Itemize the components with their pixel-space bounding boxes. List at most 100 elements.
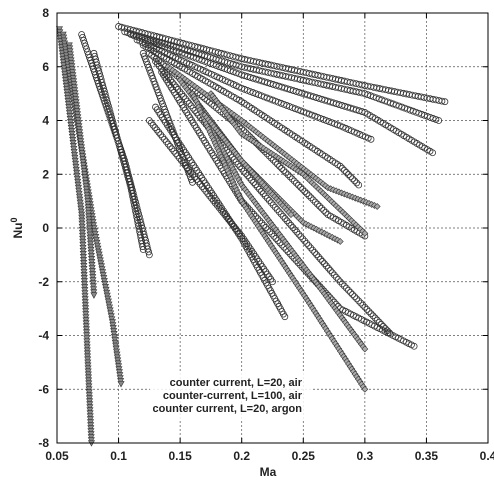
- data-point-circle: [196, 180, 204, 188]
- data-point-circle: [182, 95, 189, 103]
- data-point-circle: [291, 226, 299, 234]
- data-point-circle: [161, 69, 169, 77]
- data-point-circle: [274, 237, 282, 245]
- y-axis-label-group: Nu0: [9, 217, 25, 238]
- y-axis-label-main: Nu: [11, 223, 25, 239]
- data-point-circle: [305, 242, 313, 250]
- data-point-circle: [276, 162, 283, 170]
- data-point-circle: [139, 243, 147, 250]
- data-point-circle: [264, 226, 272, 234]
- data-point-circle: [292, 179, 300, 187]
- data-point-circle: [336, 278, 344, 286]
- data-point-circle: [311, 249, 319, 256]
- data-point-circle: [288, 175, 296, 183]
- data-point-circle: [268, 230, 276, 238]
- data-point-circle: [152, 57, 159, 65]
- data-point-circle: [280, 167, 288, 174]
- data-point-circle: [161, 135, 168, 143]
- y-tick-label: 0: [42, 221, 49, 235]
- data-point-circle: [227, 218, 234, 226]
- legend: counter current, L=20, air counter-curre…: [153, 377, 303, 415]
- x-tick-label: 0.35: [415, 449, 439, 463]
- data-point-circle: [248, 176, 255, 184]
- data-point-circle: [323, 262, 330, 270]
- data-point-circle: [204, 190, 212, 198]
- legend-label-series-3: counter current, L=20, argon: [153, 403, 303, 415]
- data-point-circle: [285, 219, 293, 227]
- data-point-circle: [359, 301, 367, 309]
- data-point-diamond: [361, 345, 369, 353]
- data-point-circle: [269, 278, 276, 286]
- axis-ticks: 0.05 0.1 0.15 0.2 0.25 0.3 0.35 0.4 -8 -6 -4 -2 0 2 4 6…: [38, 6, 494, 463]
- y-axis-label-superscript: 0: [9, 217, 19, 222]
- data-point-circle: [258, 188, 265, 195]
- data-point-circle: [316, 202, 323, 210]
- data-point-circle: [206, 192, 214, 200]
- data-point-circle: [139, 246, 147, 253]
- data-point-triangle: [90, 292, 98, 299]
- data-point-circle: [219, 209, 227, 216]
- data-point-circle: [153, 60, 161, 68]
- data-point-circle: [290, 177, 298, 185]
- data-point-circle: [353, 295, 361, 303]
- y-tick-label: -8: [38, 436, 49, 450]
- x-tick-label: 0.1: [110, 449, 127, 463]
- data-point-circle: [145, 251, 153, 259]
- data-point-circle: [334, 276, 342, 283]
- y-tick-label: -4: [38, 329, 49, 343]
- data-point-circle: [441, 98, 449, 106]
- y-tick-label: -2: [38, 275, 49, 289]
- data-point-circle: [263, 194, 271, 202]
- data-point-circle: [189, 104, 197, 112]
- legend-background: [150, 372, 312, 420]
- data-point-circle: [283, 217, 291, 225]
- data-point-circle: [349, 175, 356, 183]
- data-point-circle: [153, 126, 161, 134]
- data-point-circle: [367, 310, 375, 318]
- data-point-circle: [282, 169, 290, 177]
- data-point-circle: [246, 174, 253, 182]
- data-point-circle: [347, 173, 354, 181]
- y-tick-label: -6: [38, 382, 49, 396]
- data-point-circle: [225, 216, 232, 223]
- data-point-circle: [211, 199, 219, 207]
- x-tick-label: 0.3: [357, 449, 374, 463]
- data-point-circle: [355, 297, 363, 305]
- data-point-circle: [262, 224, 270, 231]
- data-point-circle: [166, 143, 174, 150]
- data-point-diamond: [373, 203, 381, 210]
- data-point-circle: [289, 224, 297, 231]
- data-point-circle: [228, 220, 236, 228]
- data-point-circle: [336, 162, 344, 170]
- data-point-circle: [309, 246, 317, 254]
- data-point-circle: [147, 119, 155, 127]
- data-point-circle: [180, 93, 188, 100]
- data-point-circle: [432, 116, 440, 123]
- data-point-circle: [345, 286, 352, 294]
- data-point-circle: [303, 190, 311, 197]
- data-point-circle: [353, 179, 361, 187]
- data-point-circle: [200, 185, 208, 193]
- data-point-circle: [321, 260, 328, 268]
- data-point-circle: [232, 225, 240, 233]
- data-point-circle: [355, 181, 363, 189]
- data-point-circle: [293, 228, 301, 236]
- data-point-circle: [297, 183, 304, 191]
- data-point-circle: [338, 164, 346, 172]
- data-point-circle: [213, 202, 221, 209]
- data-point-circle: [208, 194, 215, 202]
- x-tick-label: 0.4: [480, 449, 494, 463]
- data-point-circle: [198, 183, 206, 190]
- data-point-diamond: [361, 229, 369, 237]
- data-point-circle: [326, 267, 334, 274]
- data-point-circle: [438, 97, 446, 105]
- data-point-circle: [189, 178, 196, 186]
- data-point-circle: [325, 264, 332, 272]
- data-point-circle: [273, 206, 281, 213]
- data-point-circle: [342, 284, 350, 292]
- data-point-circle: [429, 149, 436, 157]
- y-tick-label: 2: [42, 167, 49, 181]
- data-point-circle: [238, 165, 246, 173]
- data-point-circle: [277, 210, 285, 218]
- data-point-circle: [145, 248, 152, 256]
